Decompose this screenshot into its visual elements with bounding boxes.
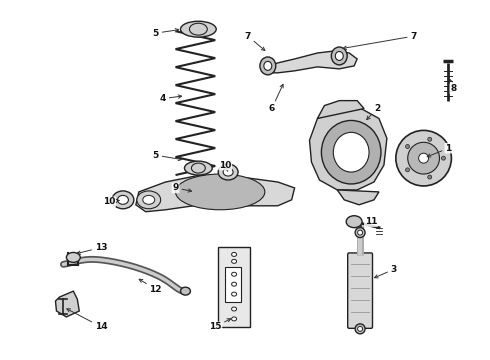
Ellipse shape (441, 156, 445, 160)
Ellipse shape (137, 191, 161, 209)
Text: 7: 7 (245, 32, 265, 50)
Text: 10: 10 (103, 197, 119, 206)
FancyBboxPatch shape (348, 253, 372, 328)
Text: 5: 5 (152, 151, 182, 161)
Text: 2: 2 (367, 104, 380, 120)
Ellipse shape (358, 230, 363, 235)
Ellipse shape (396, 130, 451, 186)
Ellipse shape (118, 195, 128, 204)
Ellipse shape (232, 292, 237, 296)
Text: 7: 7 (343, 32, 417, 49)
Ellipse shape (143, 195, 155, 204)
Ellipse shape (428, 137, 432, 141)
Ellipse shape (406, 168, 410, 172)
Polygon shape (136, 175, 294, 212)
Ellipse shape (355, 228, 365, 238)
Text: 13: 13 (77, 243, 107, 254)
Bar (218, 247, 250, 327)
Ellipse shape (418, 153, 429, 163)
Polygon shape (310, 109, 387, 190)
Text: 6: 6 (269, 84, 283, 113)
Text: 5: 5 (152, 28, 179, 38)
Text: 3: 3 (374, 265, 397, 278)
Ellipse shape (180, 287, 191, 295)
Ellipse shape (260, 57, 276, 75)
Ellipse shape (358, 327, 363, 331)
Ellipse shape (180, 21, 216, 37)
Text: 10: 10 (219, 161, 231, 171)
Text: 14: 14 (67, 309, 107, 331)
Polygon shape (55, 291, 79, 317)
Polygon shape (337, 190, 379, 205)
Ellipse shape (175, 174, 265, 210)
Text: 4: 4 (159, 94, 182, 103)
Text: 15: 15 (209, 319, 231, 331)
Text: 11: 11 (360, 217, 377, 227)
Bar (225, 267, 241, 302)
Ellipse shape (232, 307, 237, 311)
Ellipse shape (321, 121, 381, 184)
Polygon shape (268, 51, 357, 73)
Ellipse shape (232, 260, 237, 264)
Text: 8: 8 (449, 80, 457, 93)
Polygon shape (318, 100, 364, 118)
Ellipse shape (223, 168, 233, 176)
Ellipse shape (408, 142, 440, 174)
Ellipse shape (335, 51, 343, 60)
Ellipse shape (66, 252, 80, 262)
Ellipse shape (264, 62, 272, 70)
Text: 12: 12 (139, 279, 162, 294)
Ellipse shape (406, 144, 410, 148)
Ellipse shape (355, 324, 365, 334)
Ellipse shape (232, 317, 237, 321)
Ellipse shape (218, 164, 238, 180)
Ellipse shape (232, 252, 237, 256)
Ellipse shape (112, 191, 134, 209)
Ellipse shape (184, 161, 212, 175)
Ellipse shape (331, 47, 347, 65)
Ellipse shape (428, 175, 432, 179)
Ellipse shape (333, 132, 369, 172)
Text: 9: 9 (172, 184, 192, 193)
Text: 1: 1 (427, 144, 452, 157)
Ellipse shape (346, 216, 362, 228)
Ellipse shape (232, 272, 237, 276)
Ellipse shape (232, 282, 237, 286)
